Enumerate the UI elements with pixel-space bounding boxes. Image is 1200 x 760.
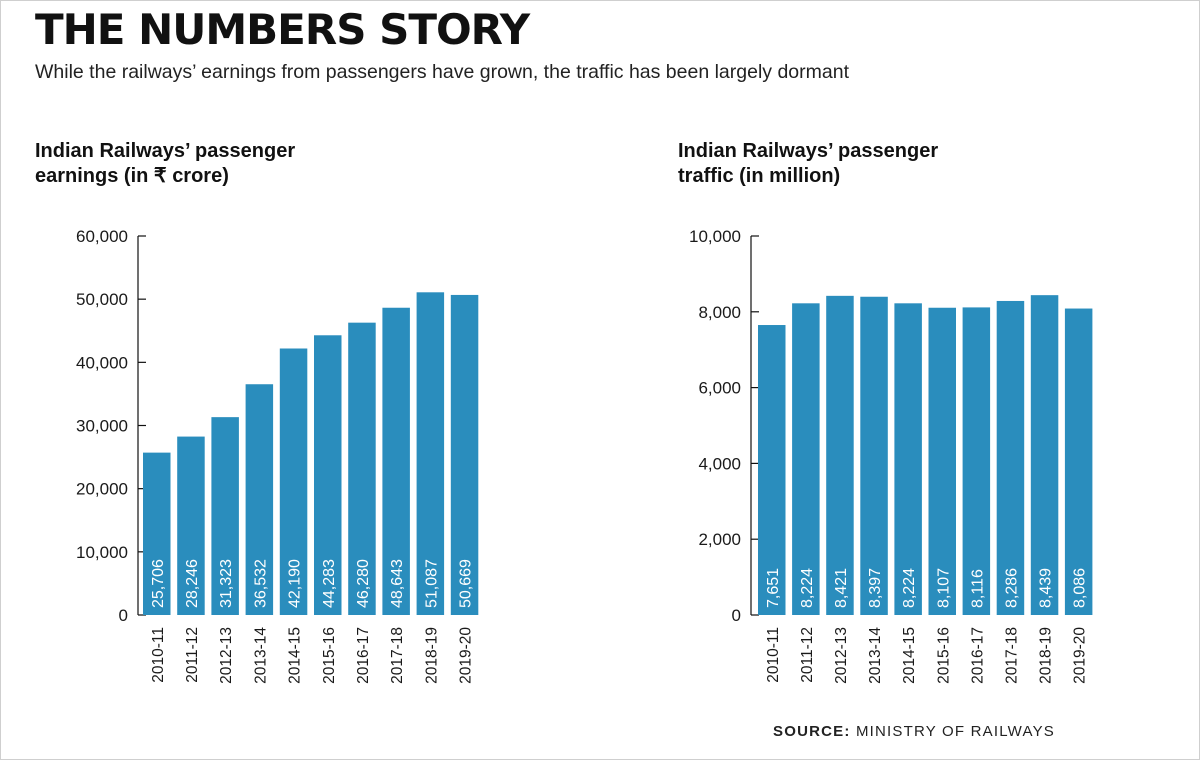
earnings-value-label: 36,532 — [252, 559, 269, 608]
traffic-value-label: 8,086 — [1072, 568, 1089, 608]
traffic-y-tick-label: 2,000 — [698, 530, 741, 549]
earnings-bar — [211, 417, 239, 615]
traffic-category-label: 2012-13 — [833, 627, 850, 684]
earnings-bar — [143, 452, 171, 615]
traffic-chart-title: Indian Railways’ passenger traffic (in m… — [678, 139, 998, 189]
earnings-chart-title: Indian Railways’ passenger earnings (in … — [35, 139, 355, 189]
traffic-y-tick-label: 4,000 — [698, 454, 741, 473]
earnings-bar — [279, 348, 308, 615]
traffic-category-label: 2011-12 — [799, 627, 816, 683]
traffic-bar — [962, 307, 991, 615]
earnings-value-label: 51,087 — [423, 559, 440, 608]
traffic-category-label: 2013-14 — [867, 627, 884, 684]
earnings-category-label: 2016-17 — [355, 627, 372, 684]
traffic-bar — [928, 307, 956, 615]
page-subtitle: While the railways’ earnings from passen… — [35, 61, 849, 83]
traffic-value-label: 8,107 — [935, 568, 952, 608]
traffic-value-label: 7,651 — [765, 568, 782, 608]
traffic-bar — [1030, 295, 1059, 615]
earnings-category-label: 2014-15 — [287, 627, 304, 684]
traffic-bar — [758, 325, 786, 615]
traffic-bar — [1064, 308, 1093, 615]
earnings-value-label: 25,706 — [150, 559, 167, 608]
source-note: SOURCE: MINISTRY OF RAILWAYS — [773, 723, 1055, 740]
earnings-value-label: 48,643 — [389, 559, 406, 608]
traffic-value-label: 8,224 — [799, 568, 816, 608]
earnings-category-label: 2018-19 — [423, 627, 440, 684]
earnings-category-label: 2019-20 — [458, 627, 475, 684]
traffic-bar — [792, 303, 820, 615]
traffic-chart-title-line1: Indian Railways’ passenger — [678, 140, 939, 162]
traffic-category-label: 2015-16 — [935, 627, 952, 684]
traffic-bar — [860, 296, 888, 615]
traffic-value-label: 8,116 — [969, 569, 986, 608]
source-text: MINISTRY OF RAILWAYS — [855, 723, 1055, 740]
earnings-category-label: 2013-14 — [252, 627, 269, 684]
earnings-value-label: 42,190 — [287, 559, 304, 608]
earnings-value-label: 31,323 — [218, 559, 235, 608]
traffic-category-label: 2019-20 — [1072, 627, 1089, 684]
earnings-y-tick-label: 60,000 — [76, 227, 128, 246]
traffic-category-label: 2017-18 — [1003, 627, 1020, 684]
page-title: THE NUMBERS STORY — [35, 5, 530, 54]
earnings-category-label: 2015-16 — [321, 627, 338, 684]
earnings-y-tick-label: 30,000 — [76, 417, 128, 436]
source-label: SOURCE: — [773, 723, 851, 740]
earnings-category-label: 2010-11 — [150, 627, 167, 683]
traffic-category-label: 2016-17 — [969, 627, 986, 684]
traffic-value-label: 8,439 — [1038, 568, 1055, 608]
traffic-value-label: 8,224 — [901, 568, 918, 608]
traffic-chart-title-line2: traffic (in million) — [678, 165, 841, 187]
earnings-bar — [382, 307, 410, 615]
traffic-category-label: 2014-15 — [901, 627, 918, 684]
earnings-value-label: 46,280 — [355, 559, 372, 608]
earnings-bar — [177, 436, 205, 615]
traffic-y-tick-label: 8,000 — [698, 303, 741, 322]
traffic-category-label: 2018-19 — [1038, 627, 1055, 684]
earnings-bar — [416, 292, 445, 615]
earnings-category-label: 2017-18 — [389, 627, 406, 684]
earnings-y-tick-label: 20,000 — [76, 480, 128, 499]
earnings-value-label: 44,283 — [321, 559, 338, 608]
earnings-category-label: 2012-13 — [218, 627, 235, 684]
traffic-bar — [894, 303, 922, 615]
earnings-chart-title-line2: earnings (in ₹ crore) — [35, 165, 229, 187]
traffic-y-tick-label: 0 — [732, 606, 741, 625]
earnings-value-label: 28,246 — [184, 559, 201, 608]
earnings-chart-title-line1: Indian Railways’ passenger — [35, 140, 296, 162]
earnings-y-tick-label: 50,000 — [76, 290, 128, 309]
earnings-y-tick-label: 40,000 — [76, 353, 128, 372]
traffic-y-tick-label: 6,000 — [698, 379, 741, 398]
earnings-category-label: 2011-12 — [184, 627, 201, 683]
traffic-value-label: 8,397 — [867, 568, 884, 608]
traffic-category-label: 2010-11 — [765, 627, 782, 683]
traffic-bar — [996, 300, 1025, 615]
traffic-y-tick-label: 10,000 — [689, 227, 741, 246]
earnings-y-tick-label: 10,000 — [76, 543, 128, 562]
earnings-value-label: 50,669 — [458, 559, 475, 608]
earnings-y-tick-label: 0 — [119, 606, 128, 625]
earnings-bar — [450, 294, 479, 615]
traffic-value-label: 8,286 — [1003, 568, 1020, 608]
traffic-bar — [826, 295, 854, 615]
earnings-bar — [245, 384, 274, 615]
earnings-bar — [314, 335, 342, 615]
earnings-bar — [348, 322, 376, 615]
traffic-value-label: 8,421 — [833, 568, 850, 608]
